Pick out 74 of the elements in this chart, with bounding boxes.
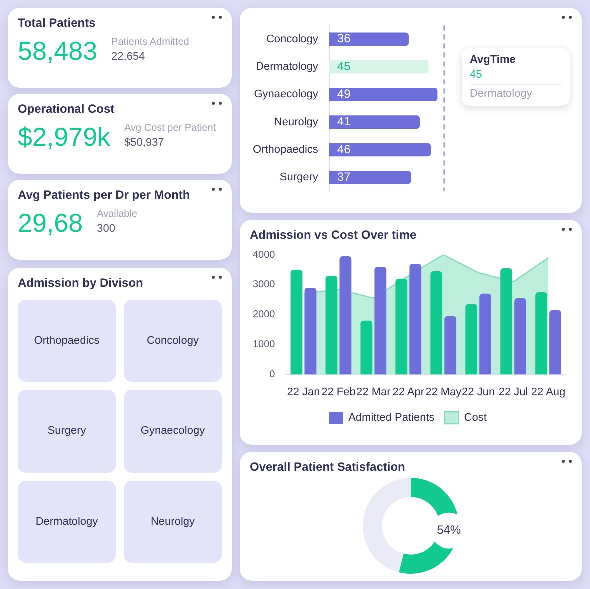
- text: AvgTime: [470, 54, 517, 66]
- data-label: 36: [337, 32, 352, 46]
- text: Patients Admitted: [112, 37, 190, 48]
- bar: [360, 320, 373, 375]
- text: 45: [470, 69, 484, 81]
- text: Dermatology: [470, 84, 562, 100]
- chart-title: Admission vs Cost Over time: [250, 228, 418, 242]
- y-tick-label: 3000: [252, 280, 276, 291]
- y-tick-label: Gynaecology: [254, 88, 319, 101]
- bar: [304, 288, 317, 375]
- bar: [340, 256, 352, 375]
- y-tick-label: 4000: [252, 250, 276, 261]
- text: 58,483: [18, 36, 98, 67]
- bar: [396, 278, 408, 375]
- bar: [500, 268, 512, 375]
- bar: [329, 116, 420, 129]
- bar: [329, 88, 438, 102]
- text: 22,654: [112, 51, 146, 63]
- y-tick-label: 1000: [252, 340, 276, 351]
- x-tick-label: 22 Jul: [498, 386, 528, 398]
- y-tick-label: Concology: [266, 33, 319, 46]
- y-tick-label: Dermatology: [256, 61, 319, 74]
- bar: [536, 292, 548, 375]
- x-tick-label: 22 Aug: [531, 386, 566, 398]
- text: Available: [97, 209, 138, 220]
- legend-label: Admitted Patients: [348, 412, 436, 424]
- text: Operational Cost: [18, 102, 116, 116]
- chart-title: Overall Patient Satisfaction: [250, 460, 406, 474]
- x-tick-label: 22 May: [426, 386, 462, 398]
- x-tick-label: 22 Feb: [322, 386, 356, 398]
- data-label: 54%: [437, 523, 462, 538]
- y-tick-label: Orthopaedics: [252, 144, 319, 156]
- bar: [329, 143, 432, 157]
- data-label: 49: [337, 86, 352, 101]
- bar: [550, 310, 562, 375]
- bar: [329, 170, 412, 184]
- category-label: Gynaecology: [124, 390, 222, 473]
- text: Total Patients: [18, 16, 97, 30]
- bar: [326, 276, 338, 375]
- text: 29,68: [18, 208, 84, 239]
- bar: [329, 60, 429, 74]
- x-tick-label: 22 Jun: [462, 386, 496, 398]
- x-tick-label: 22 Jan: [287, 386, 320, 398]
- y-tick-label: 2000: [252, 310, 276, 321]
- bar: [466, 304, 478, 375]
- text: Admission by Divison: [18, 276, 144, 290]
- x-tick-label: 22 Mar: [356, 386, 392, 398]
- bar: [410, 264, 422, 375]
- bar: [374, 266, 387, 375]
- bar: [290, 270, 303, 375]
- category-label: Orthopaedics: [18, 300, 116, 382]
- category-label: Surgery: [18, 390, 116, 473]
- bar: [514, 298, 526, 375]
- category-label: Concology: [124, 300, 222, 382]
- text: $2,979k: [18, 122, 111, 153]
- data-label: 37: [337, 170, 352, 184]
- data-label: 46: [337, 142, 352, 156]
- text: Avg Cost per Patient: [124, 123, 216, 134]
- category-label: Dermatology: [18, 480, 116, 563]
- x-tick-label: 22 Apr: [392, 386, 425, 398]
- data-label: 45: [337, 59, 352, 74]
- text: $50,937: [124, 137, 166, 149]
- legend-label: Cost: [464, 412, 487, 424]
- text: 300: [97, 223, 116, 235]
- bar: [329, 32, 409, 46]
- y-tick-label: 0: [270, 370, 276, 381]
- y-tick-label: Neurolgy: [274, 116, 319, 128]
- category-label: Neurolgy: [124, 480, 222, 563]
- bar: [480, 294, 492, 375]
- y-tick-label: Surgery: [280, 172, 319, 184]
- bar: [430, 271, 443, 375]
- text: Avg Patients per Dr per Month: [18, 188, 192, 202]
- bar: [444, 316, 457, 375]
- data-label: 41: [337, 114, 352, 129]
